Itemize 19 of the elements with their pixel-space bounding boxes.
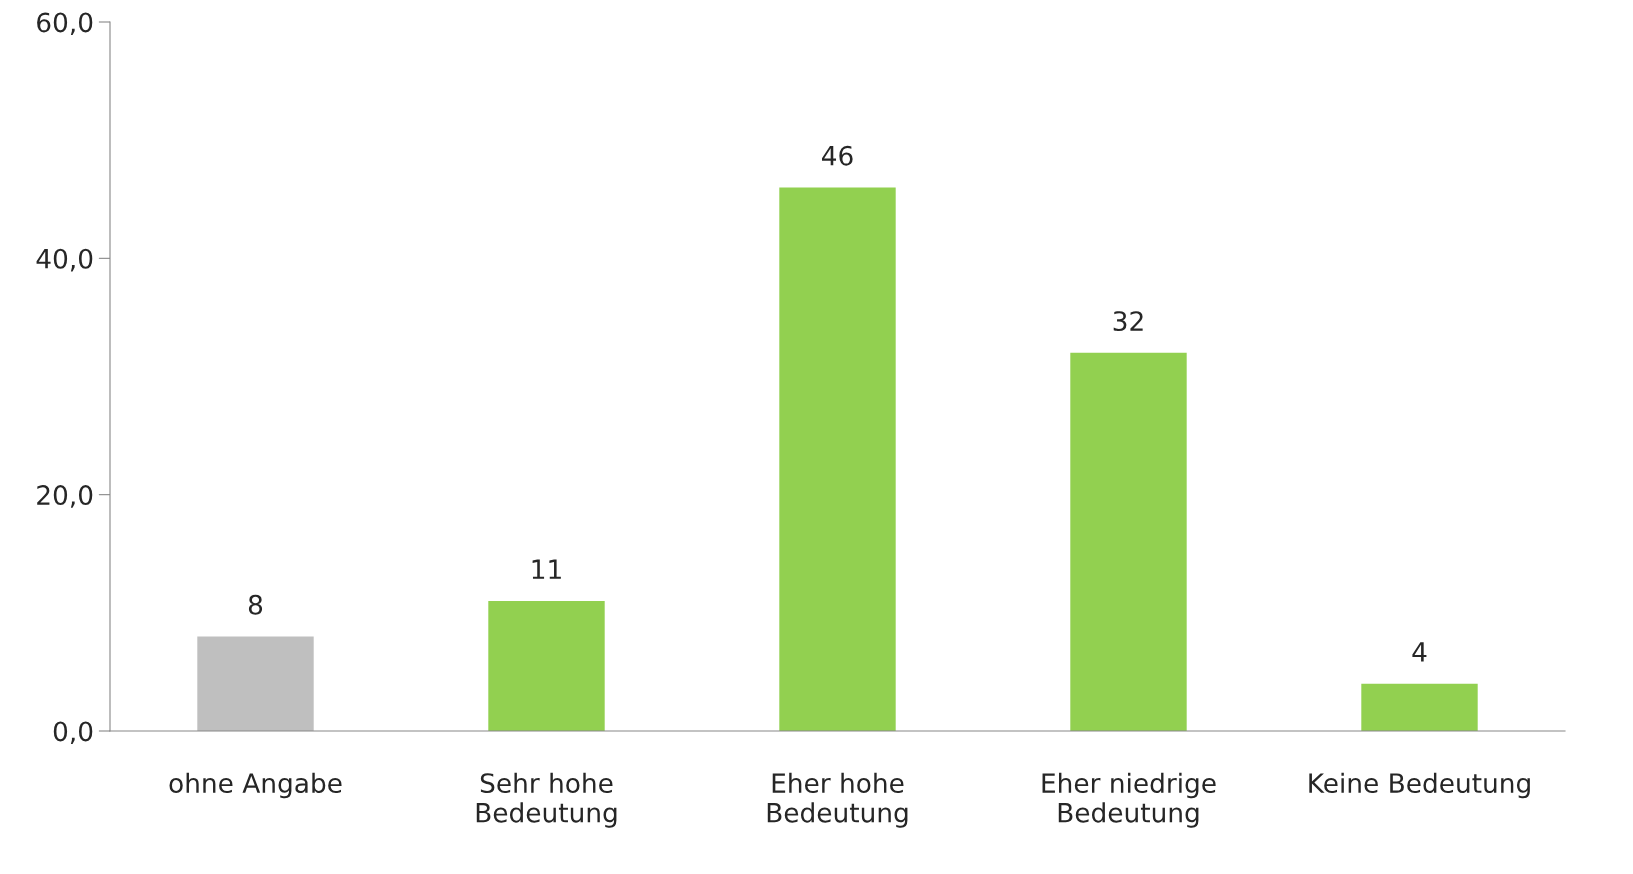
bar xyxy=(1070,352,1187,731)
data-label: 32 xyxy=(1113,311,1143,332)
x-tick-label: Sehr hohe Bedeutung xyxy=(476,772,617,828)
data-label: 11 xyxy=(532,559,561,579)
bar xyxy=(488,601,605,731)
x-tick-label: Keine Bedeutung xyxy=(1309,772,1530,799)
y-tick-label: 0,0 xyxy=(53,721,93,745)
y-tick-label: 40,0 xyxy=(36,248,93,272)
data-label: 46 xyxy=(822,145,853,166)
bar xyxy=(1361,683,1478,731)
data-label: 4 xyxy=(1412,642,1427,662)
x-tick-label: Eher niedrige Bedeutung xyxy=(1042,772,1216,828)
bar xyxy=(779,187,896,731)
bar xyxy=(197,636,314,731)
y-tick-label: 20,0 xyxy=(37,485,93,508)
y-tick-label: 60,0 xyxy=(37,12,93,36)
x-tick-label: ohne Angabe xyxy=(169,772,342,799)
x-tick-label: Eher hohe Bedeutung xyxy=(767,772,908,828)
data-label: 8 xyxy=(248,594,263,615)
